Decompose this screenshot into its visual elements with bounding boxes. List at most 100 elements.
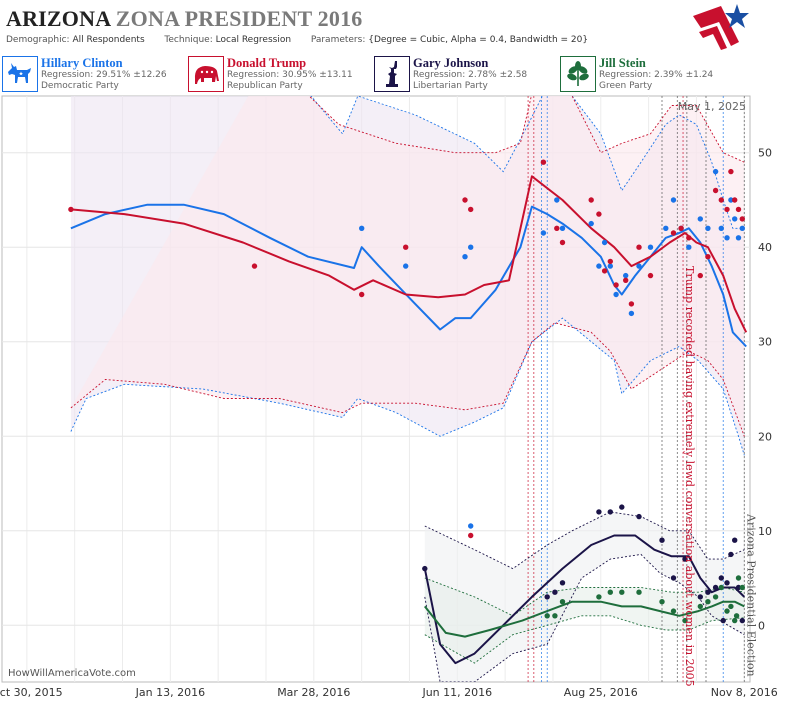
poll-point [554,197,560,203]
poll-point [647,272,654,279]
candidate-legend: Hillary Clinton Regression: 29.51% ±12.2… [0,56,789,94]
regression-line [70,175,748,333]
poll-point [663,225,669,231]
poll-point [403,263,409,269]
x-tick-label: Jun 11, 2016 [421,686,492,699]
technique-value: Local Regression [215,35,292,45]
chart-title: ARIZONA ZONA PRESIDENT 2016 [6,6,362,32]
poll-point [686,235,692,241]
poll-point [724,206,730,213]
poll-point [728,197,734,203]
poll-point [619,504,625,510]
poll-point [728,551,734,558]
title-state: ARIZONA [6,6,111,31]
y-tick-label: 30 [758,336,772,349]
poll-point [705,254,711,260]
poll-point [697,216,703,222]
poll-point [686,244,692,250]
candidate-regression: Regression: 29.51% ±12.26 [41,70,167,80]
poll-point [659,599,665,605]
leaf-icon [560,56,596,92]
y-tick-label: 20 [758,430,772,443]
poll-point [739,584,745,591]
legend-item-johnson: Gary Johnson Regression: 2.78% ±2.58 Lib… [374,56,560,94]
legend-item-trump: Donald Trump Regression: 30.95% ±13.11 R… [188,56,374,94]
poll-point [705,589,711,595]
poll-point [559,225,566,231]
poll-point [659,537,665,543]
candidate-name: Donald Trump [227,56,307,70]
poll-point [552,589,558,595]
poll-point [636,263,642,269]
site-watermark: HowWillAmericaVote.com [8,668,136,679]
poll-point [718,584,724,591]
candidate-name: Hillary Clinton [41,56,123,70]
poll-point [728,168,734,175]
date-label: May 1, 2025 [678,100,746,113]
poll-point [559,599,566,605]
poll-point [739,216,745,222]
poll-point [68,206,74,213]
poll-point [588,220,594,227]
legend-item-stein: Jill Stein Regression: 2.39% ±1.24 Green… [560,56,746,94]
poll-point [462,197,468,203]
poll-point [607,263,613,269]
poll-point [613,291,619,298]
poll-point [732,197,738,203]
poll-point [739,617,745,624]
poll-point [732,617,738,624]
poll-point [359,225,365,231]
poll-point [735,584,742,591]
poll-point [619,589,625,595]
candidate-party: Libertarian Party [413,81,488,91]
poll-point [724,608,730,614]
poll-point [636,589,642,595]
poll-point [559,239,566,246]
plot-layer [68,96,748,682]
regression-line [70,203,747,348]
poll-point [540,230,547,236]
band-upper-line [310,96,745,229]
event-annotation: Trump recorded having extremely lewd con… [683,266,696,687]
poll-point [613,282,619,288]
chart-header: ARIZONA ZONA PRESIDENT 2016 Demographic:… [0,0,789,56]
candidate-regression: Regression: 30.95% ±13.11 [227,70,353,80]
poll-point [468,532,474,539]
poll-point [712,187,719,194]
poll-point [403,244,409,250]
band-upper-line [424,511,745,570]
poll-point [682,617,688,624]
poll-point [712,584,719,591]
regression-line [424,600,745,638]
poll-point [724,235,730,241]
candidate-name: Jill Stein [599,56,646,70]
poll-point [670,575,677,581]
poll-point [544,613,550,619]
poll-point [601,268,608,274]
poll-point [670,608,677,614]
candidate-party: Republican Party [227,81,303,91]
poll-point [720,617,726,624]
candidate-party: Democratic Party [41,81,119,91]
candidate-name: Gary Johnson [413,56,489,70]
y-tick-label: 10 [758,525,772,538]
poll-point [718,197,724,203]
band-lower-line [424,615,745,664]
poll-point [739,225,745,231]
poll-point [697,272,703,279]
poll-point [670,197,677,203]
poll-point [647,244,654,250]
poll-point [359,291,365,298]
poll-point [718,575,724,581]
poll-point [678,225,684,231]
poll-point [718,225,724,231]
poll-point [735,206,742,213]
poll-point [728,603,734,610]
poll-point [636,244,642,250]
poll-point [588,197,594,203]
poll-point [735,575,742,581]
candidate-party: Green Party [599,81,653,91]
poll-point [601,239,608,246]
poll-point [697,594,703,600]
